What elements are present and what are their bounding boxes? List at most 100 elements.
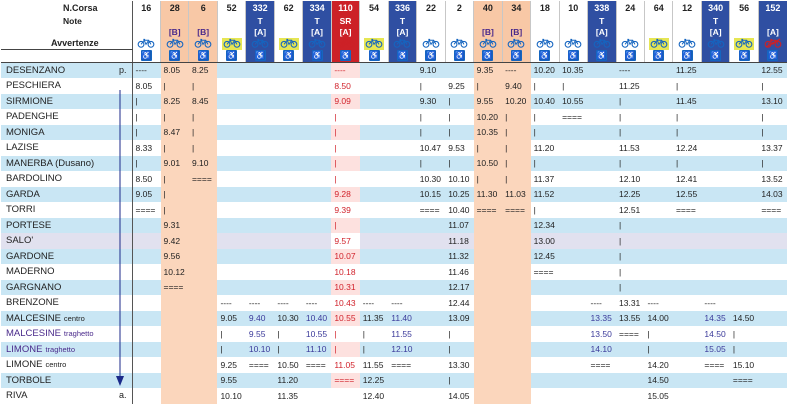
departure-time [160, 357, 189, 373]
departure-time [729, 155, 759, 171]
departure-time [758, 310, 787, 326]
run-note-line2: [A] [700, 27, 730, 38]
departure-time: 12.44 [445, 295, 474, 311]
departure-time [758, 357, 787, 373]
departure-time: 11.52 [530, 186, 560, 202]
departure-time [473, 217, 503, 233]
departure-time [587, 233, 616, 249]
timetable-row: TORBOLE 9.55 11.20 ==== 12.25 | 14.50 ==== [1, 372, 787, 388]
header-ncorsa-label: N.Corsa [1, 1, 133, 16]
departure-time: | [331, 124, 360, 140]
departure-time: 9.28 [331, 186, 360, 202]
run-note-line2: [B] [473, 27, 503, 38]
timetable-row: GARDONE 9.56 10.07 11.32 12.45 | [1, 248, 787, 264]
departure-time [729, 78, 759, 94]
run-number: 110 [330, 1, 360, 16]
departure-time: ==== [616, 326, 645, 342]
departure-time: 12.45 [530, 248, 560, 264]
departure-time: 11.03 [502, 186, 531, 202]
departure-time [274, 279, 303, 295]
timetable-row: LIMONE traghetto | 10.10 | 11.10 | | 12.10 | 14.10… [1, 341, 787, 357]
departure-time [473, 372, 503, 388]
departure-time [644, 233, 673, 249]
departure-time [388, 93, 417, 109]
departure-time: ==== [672, 202, 702, 218]
departure-time [302, 264, 332, 280]
departure-time [416, 295, 446, 311]
departure-time: | [445, 372, 474, 388]
departure-time [644, 279, 673, 295]
departure-time: ---- [245, 295, 275, 311]
departure-time [388, 372, 417, 388]
departure-time: ==== [160, 279, 189, 295]
departure-time [644, 124, 673, 140]
departure-time: 13.55 [616, 310, 645, 326]
run-note-line1: T [302, 16, 332, 27]
departure-time [302, 217, 332, 233]
run-note-line2: [B] [159, 27, 189, 38]
wheelchair-accessible-icon: ♿ [416, 49, 446, 63]
departure-time: 9.09 [331, 93, 360, 109]
departure-time: 9.40 [245, 310, 275, 326]
departure-time: 10.30 [274, 310, 303, 326]
departure-time [245, 279, 275, 295]
departure-time: ---- [616, 62, 645, 78]
departure-time: 10.31 [331, 279, 360, 295]
departure-time [274, 109, 303, 125]
station-name: MALCESINE centro [1, 310, 133, 326]
departure-time [388, 62, 417, 78]
departure-time: | [188, 140, 218, 156]
departure-time [274, 171, 303, 187]
departure-time: 11.20 [274, 372, 303, 388]
run-number: 340 [700, 1, 730, 16]
departure-time [188, 217, 218, 233]
run-note-line2 [416, 27, 446, 38]
departure-time [701, 388, 730, 404]
station-label: SALO' [6, 235, 34, 246]
departure-time: 10.20 [473, 109, 503, 125]
departure-time [388, 124, 417, 140]
departure-time: 10.40 [302, 310, 332, 326]
departure-time: | [616, 93, 645, 109]
departure-time: 12.55 [758, 62, 787, 78]
departure-time: 10.20 [530, 62, 560, 78]
bike-allowed-icon [643, 38, 673, 50]
run-note-line2 [530, 27, 560, 38]
station-suffix: centro [63, 313, 85, 323]
departure-time [758, 388, 787, 404]
run-note-line2: [B] [501, 27, 531, 38]
bike-allowed-icon [558, 38, 588, 50]
departure-time [729, 109, 759, 125]
departure-time [530, 310, 560, 326]
departure-time [160, 341, 189, 357]
departure-time: 10.50 [274, 357, 303, 373]
station-name: TORBOLE [1, 372, 133, 388]
departure-time [559, 279, 588, 295]
departure-time: 11.32 [445, 248, 474, 264]
departure-time: ==== [758, 202, 787, 218]
departure-time: 11.35 [359, 310, 389, 326]
departure-time: 12.51 [616, 202, 645, 218]
station-label: PADENGHE [6, 111, 59, 122]
departure-time [672, 279, 702, 295]
departure-time [758, 217, 787, 233]
departure-time [302, 109, 332, 125]
departure-time [388, 388, 417, 404]
departure-time [245, 372, 275, 388]
bike-allowed-icon [700, 38, 730, 50]
run-note-line1 [473, 16, 503, 27]
departure-time [132, 264, 161, 280]
departure-time [587, 264, 616, 280]
departure-time [188, 248, 218, 264]
departure-time: 9.05 [217, 310, 246, 326]
run-note-line2 [672, 27, 702, 38]
header-avvertenze-label: Avvertenze [1, 38, 133, 50]
departure-time [672, 248, 702, 264]
departure-time [416, 279, 446, 295]
departure-time [359, 171, 389, 187]
bike-allowed-icon [245, 38, 275, 50]
departure-time [502, 326, 531, 342]
departure-time [302, 279, 332, 295]
wheelchair-accessible-icon: ♿ [757, 49, 787, 63]
